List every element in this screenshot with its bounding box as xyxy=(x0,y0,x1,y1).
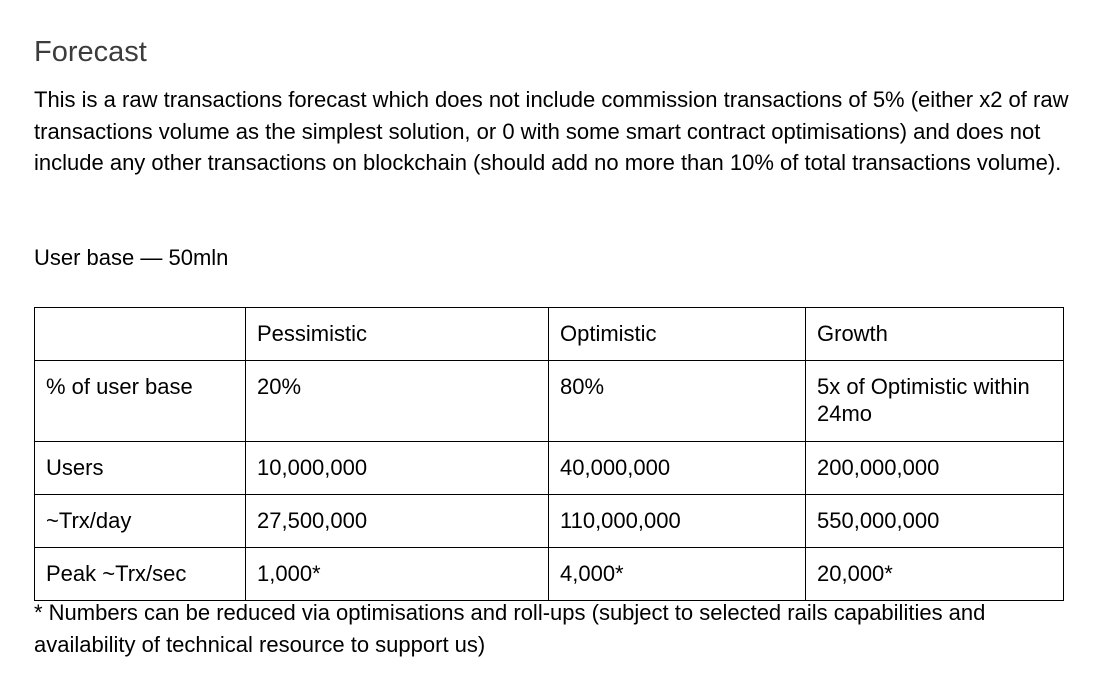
growth-cell: 20,000* xyxy=(805,547,1064,601)
growth-cell: 200,000,000 xyxy=(805,441,1064,495)
optimistic-cell: 4,000* xyxy=(548,547,806,601)
table-row: % of user base 20% 80% 5x of Optimistic … xyxy=(34,360,1064,442)
page-title: Forecast xyxy=(34,36,147,68)
optimistic-cell: 80% xyxy=(548,360,806,442)
row-label-cell: Users xyxy=(34,441,246,495)
user-base-line: User base — 50mln xyxy=(34,245,229,270)
header-cell-pessimistic: Pessimistic xyxy=(245,307,549,361)
growth-cell: 5x of Optimistic within 24mo xyxy=(805,360,1064,442)
optimistic-cell: 40,000,000 xyxy=(548,441,806,495)
header-cell-optimistic: Optimistic xyxy=(548,307,806,361)
table-row: Peak ~Trx/sec 1,000* 4,000* 20,000* xyxy=(34,547,1064,601)
pessimistic-cell: 10,000,000 xyxy=(245,441,549,495)
table-header-row: Pessimistic Optimistic Growth xyxy=(34,307,1064,361)
row-label-cell: % of user base xyxy=(34,360,246,442)
pessimistic-cell: 1,000* xyxy=(245,547,549,601)
header-cell-growth: Growth xyxy=(805,307,1064,361)
intro-paragraph: This is a raw transactions forecast whic… xyxy=(34,87,1069,175)
pessimistic-cell: 27,500,000 xyxy=(245,494,549,548)
header-cell-empty xyxy=(34,307,246,361)
row-label-cell: ~Trx/day xyxy=(34,494,246,548)
growth-cell: 550,000,000 xyxy=(805,494,1064,548)
table-row: ~Trx/day 27,500,000 110,000,000 550,000,… xyxy=(34,494,1064,548)
table-row: Users 10,000,000 40,000,000 200,000,000 xyxy=(34,441,1064,495)
pessimistic-cell: 20% xyxy=(245,360,549,442)
optimistic-cell: 110,000,000 xyxy=(548,494,806,548)
footnote: * Numbers can be reduced via optimisatio… xyxy=(34,600,986,657)
forecast-table: Pessimistic Optimistic Growth % of user … xyxy=(34,307,1064,601)
row-label-cell: Peak ~Trx/sec xyxy=(34,547,246,601)
